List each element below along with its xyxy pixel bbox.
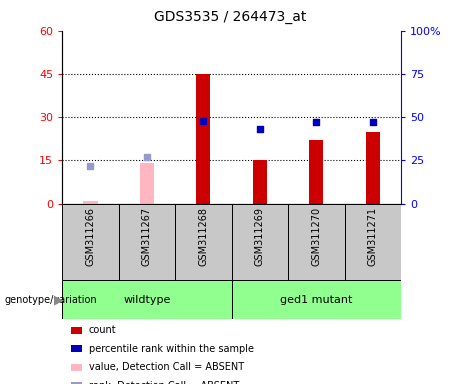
Text: percentile rank within the sample: percentile rank within the sample	[89, 344, 254, 354]
Text: ged1 mutant: ged1 mutant	[280, 295, 353, 305]
Bar	[253, 161, 267, 204]
Text: GSM311270: GSM311270	[311, 207, 321, 266]
Bar	[344, 204, 401, 280]
Bar	[175, 204, 231, 280]
Point	[369, 119, 377, 125]
Bar	[231, 280, 401, 319]
Text: GSM311269: GSM311269	[255, 207, 265, 266]
Text: ▶: ▶	[54, 293, 64, 306]
Text: GSM311271: GSM311271	[368, 207, 378, 266]
Point	[256, 126, 264, 132]
Text: wildtype: wildtype	[123, 295, 171, 305]
Bar	[118, 204, 175, 280]
Text: GSM311267: GSM311267	[142, 207, 152, 266]
Text: GSM311266: GSM311266	[85, 207, 95, 266]
Bar	[62, 280, 231, 319]
Point	[313, 119, 320, 125]
Text: genotype/variation: genotype/variation	[5, 295, 97, 305]
Bar	[231, 204, 288, 280]
Bar	[309, 140, 324, 204]
Bar	[366, 131, 380, 204]
Text: rank, Detection Call = ABSENT: rank, Detection Call = ABSENT	[89, 381, 239, 384]
Point	[200, 118, 207, 124]
Text: count: count	[89, 325, 116, 335]
Point	[143, 154, 151, 160]
Text: value, Detection Call = ABSENT: value, Detection Call = ABSENT	[89, 362, 243, 372]
Bar	[288, 204, 344, 280]
Text: GSM311268: GSM311268	[198, 207, 208, 266]
Point	[87, 162, 94, 169]
Bar	[140, 163, 154, 204]
Bar	[83, 201, 98, 204]
Bar	[62, 204, 118, 280]
Text: GDS3535 / 264473_at: GDS3535 / 264473_at	[154, 10, 307, 24]
Bar	[196, 74, 211, 204]
